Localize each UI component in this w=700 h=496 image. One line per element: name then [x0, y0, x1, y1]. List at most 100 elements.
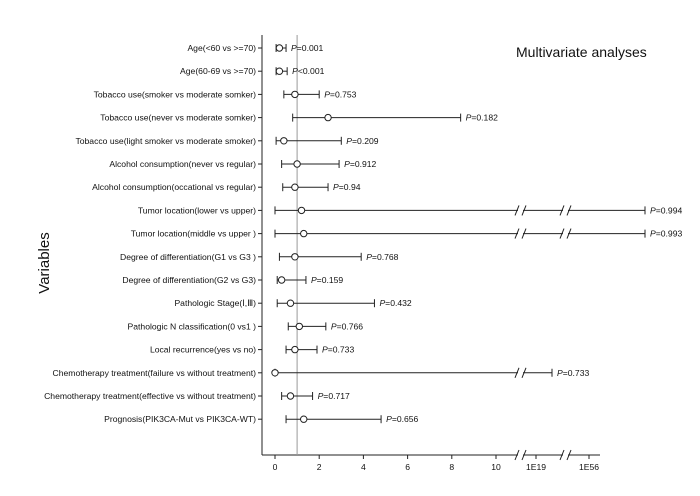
p-value-label: P<0.001 — [292, 66, 324, 76]
p-value-label: P=0.001 — [291, 43, 323, 53]
point-estimate — [295, 322, 304, 331]
variable-label: Tumor location(middle vs upper ) — [131, 229, 256, 239]
p-value-prefix: P — [366, 252, 372, 262]
ci-break-mark — [566, 228, 572, 239]
x-tick-label: 0 — [273, 462, 278, 472]
ci-break-mark — [514, 205, 520, 216]
p-value-prefix: P — [292, 66, 298, 76]
p-value-prefix: P — [386, 414, 392, 424]
variable-label: Tumor location(lower vs upper) — [138, 205, 256, 215]
ci-break-gap — [563, 231, 568, 236]
point-estimate — [291, 183, 299, 191]
p-value-prefix: P — [291, 43, 297, 53]
ci-break-gap — [518, 208, 523, 213]
variable-label: Chemotherapy treatment(effective vs with… — [44, 391, 256, 401]
ci-break-gap — [518, 370, 523, 375]
variable-label: Tobacco use(smoker vs moderate somker) — [94, 89, 257, 99]
x-axis-break-gap — [518, 454, 523, 456]
point-estimate — [300, 415, 308, 423]
p-value-text: =0.001 — [297, 43, 324, 53]
variable-label: Alcohol consumption(occational vs regula… — [92, 182, 256, 192]
point-estimate — [286, 392, 295, 400]
p-value-label: P=0.768 — [366, 252, 398, 262]
p-value-prefix: P — [322, 345, 328, 355]
p-value-label: P=0.159 — [311, 275, 343, 285]
p-value-prefix: P — [318, 391, 324, 401]
p-value-text: =0.182 — [471, 113, 498, 123]
p-value-label: P=0.766 — [331, 321, 363, 331]
p-value-text: =0.994 — [656, 205, 683, 215]
p-value-label: P=0.717 — [318, 391, 350, 401]
x-tick-label: 2 — [317, 462, 322, 472]
point-estimate — [277, 276, 286, 284]
p-value-text: =0.768 — [372, 252, 399, 262]
p-value-label: P=0.656 — [386, 414, 418, 424]
p-value-prefix: P — [650, 205, 656, 215]
point-estimate — [291, 345, 299, 354]
p-value-prefix: P — [331, 321, 337, 331]
p-value-text: =0.993 — [656, 229, 683, 239]
variable-label: Age(<60 vs >=70) — [187, 43, 256, 53]
p-value-text: =0.717 — [323, 391, 350, 401]
point-estimate — [293, 160, 301, 168]
point-estimate — [275, 44, 284, 52]
point-estimate — [280, 137, 288, 145]
ci-break-mark — [559, 228, 565, 239]
p-value-prefix: P — [324, 89, 330, 99]
ci-break-gap — [563, 208, 568, 213]
chart-title: Multivariate analyses — [516, 44, 647, 60]
p-value-prefix: P — [650, 229, 656, 239]
p-value-label: P=0.94 — [333, 182, 361, 192]
x-axis-break-mark — [514, 449, 520, 461]
variable-label: Pathologic N classification(0 vs1 ) — [128, 321, 257, 331]
point-estimate — [324, 113, 332, 122]
variable-label: Degree of differentiation(G1 vs G3 ) — [120, 252, 256, 262]
p-value-prefix: P — [344, 159, 350, 169]
ci-break-mark — [514, 228, 520, 239]
p-value-text: =0.753 — [330, 89, 357, 99]
variable-label: Tobacco use(never vs moderate somker) — [100, 113, 256, 123]
point-estimate — [275, 67, 284, 75]
ci-break-mark — [566, 205, 572, 216]
ci-break-mark — [521, 228, 527, 239]
p-value-prefix: P — [346, 136, 352, 146]
point-estimate — [286, 299, 295, 307]
x-axis-break-gap — [563, 454, 568, 456]
variable-label: Prognosis(PIK3CA-Mut vs PIK3CA-WT) — [104, 414, 256, 424]
p-value-prefix: P — [311, 275, 317, 285]
p-value-label: P=0.432 — [379, 298, 411, 308]
p-value-label: P=0.753 — [324, 89, 356, 99]
p-value-label: P=0.994 — [650, 205, 682, 215]
p-value-text: =0.766 — [337, 321, 364, 331]
p-value-label: P=0.182 — [466, 113, 498, 123]
p-value-text: =0.432 — [385, 298, 412, 308]
ci-break-gap — [518, 231, 523, 236]
p-value-text: =0.733 — [563, 368, 590, 378]
point-estimate — [297, 206, 306, 215]
x-tick-label: 1E56 — [579, 462, 599, 472]
variable-label: Degree of differentiation(G2 vs G3) — [122, 275, 256, 285]
ci-break-mark — [521, 205, 527, 216]
x-tick-label: 6 — [405, 462, 410, 472]
ci-break-mark — [559, 205, 565, 216]
p-value-label: P=0.912 — [344, 159, 376, 169]
p-value-text: =0.209 — [352, 136, 379, 146]
x-tick-label: 4 — [361, 462, 366, 472]
p-value-label: P=0.209 — [346, 136, 378, 146]
point-estimate — [271, 369, 279, 377]
ci-break-mark — [514, 367, 520, 378]
variable-label: Chemotherapy treatment(failure vs withou… — [53, 368, 257, 378]
p-value-text: =0.94 — [339, 182, 361, 192]
p-value-label: P=0.733 — [557, 368, 589, 378]
p-value-prefix: P — [379, 298, 385, 308]
variable-label: Tobacco use(light smoker vs moderate smo… — [75, 136, 256, 146]
x-tick-label: 1E19 — [526, 462, 546, 472]
p-value-prefix: P — [557, 368, 563, 378]
x-axis-break-mark — [521, 449, 527, 461]
point-estimate — [300, 229, 308, 238]
x-tick-label: 10 — [491, 462, 501, 472]
p-value-label: P=0.993 — [650, 229, 682, 239]
p-value-text: =0.656 — [392, 414, 419, 424]
